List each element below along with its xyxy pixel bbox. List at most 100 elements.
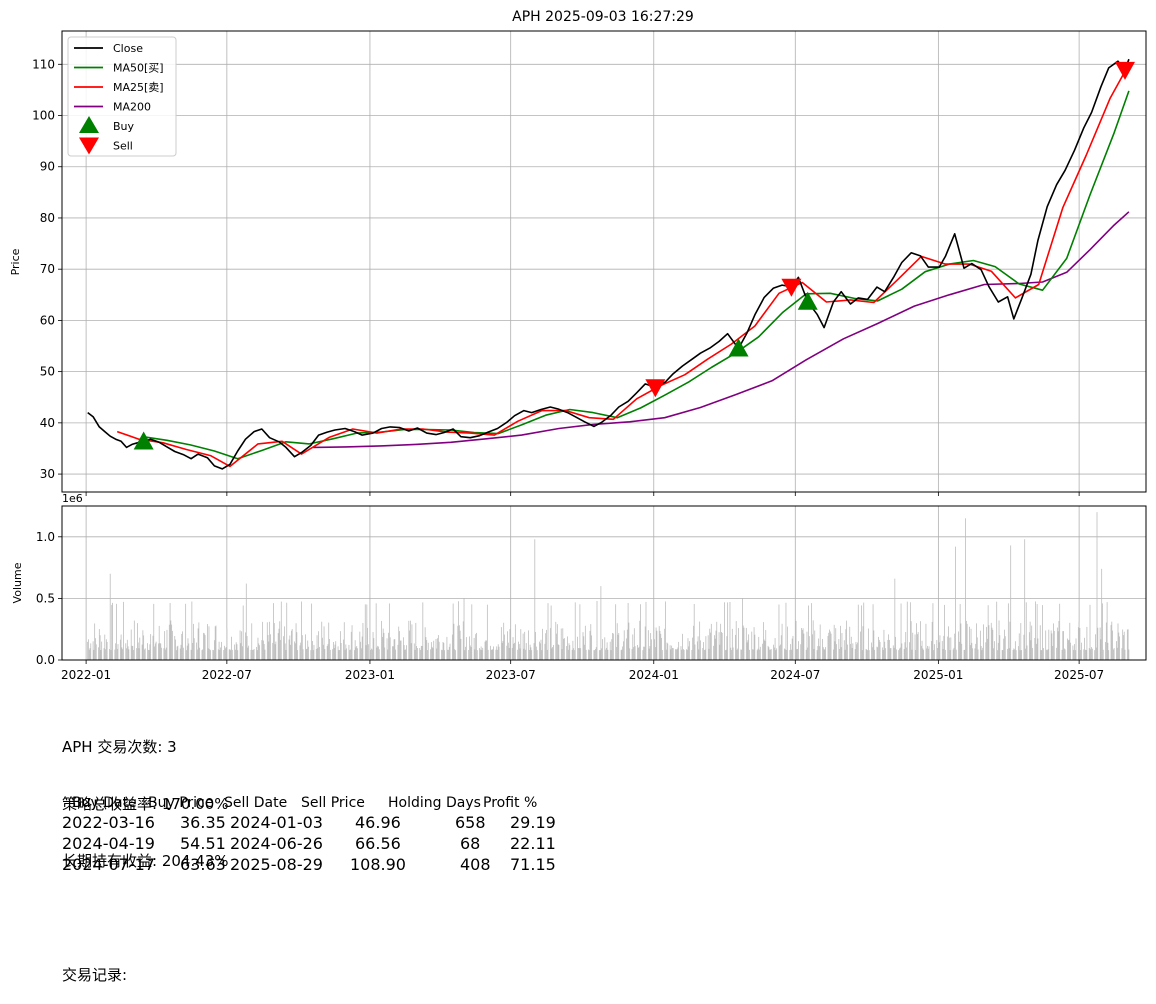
volume-bar (188, 643, 190, 660)
volume-bar (834, 641, 836, 660)
volume-bar (490, 645, 491, 660)
volume-bar (239, 630, 241, 660)
volume-bar (605, 649, 606, 660)
volume-bar (687, 638, 689, 660)
volume-bar (969, 645, 971, 660)
volume-bar (288, 639, 290, 660)
volume-bar (923, 649, 925, 660)
volume-bar (269, 621, 271, 660)
volume-bar (133, 649, 134, 660)
volume-y-tick-label: 1.0 (36, 530, 55, 544)
volume-bar (759, 646, 761, 660)
volume-bar (656, 630, 658, 660)
volume-bar (1025, 602, 1027, 660)
volume-bar (693, 603, 695, 660)
volume-bar (1030, 640, 1032, 660)
volume-bar (1127, 629, 1129, 660)
volume-bar (1079, 628, 1081, 660)
volume-bar (845, 629, 847, 660)
volume-bar (580, 648, 582, 660)
volume-bar (268, 641, 270, 660)
volume-bar (672, 647, 673, 660)
volume-bar (938, 642, 940, 660)
volume-bar (122, 649, 124, 660)
volume-bar (654, 639, 655, 660)
volume-bar (987, 605, 989, 660)
volume-bar (997, 650, 998, 660)
volume-bar (469, 636, 470, 660)
volume-bar (258, 643, 260, 660)
volume-bar (645, 601, 647, 660)
volume-bar (433, 640, 435, 660)
volume-bar (965, 620, 967, 660)
volume-bar (1091, 647, 1092, 660)
volume-bar (669, 645, 671, 660)
volume-bar (691, 649, 693, 660)
volume-bar (535, 632, 536, 660)
volume-bar (681, 649, 683, 660)
legend-buy-swatch (79, 116, 99, 133)
volume-bar (1080, 649, 1082, 660)
volume-bar (637, 644, 638, 660)
volume-bar (626, 629, 628, 660)
volume-bar (855, 641, 857, 660)
volume-bar (605, 647, 607, 660)
volume-bar (615, 604, 617, 660)
volume-bar (310, 650, 312, 660)
col-sell-date: Sell Date (224, 795, 288, 811)
volume-bar (514, 624, 516, 660)
volume-bar (1081, 642, 1082, 660)
cell-buy-price: 36.35 (180, 813, 226, 832)
volume-bar (201, 650, 203, 660)
volume-bar (451, 634, 453, 660)
volume-bar (311, 603, 313, 660)
volume-bar (536, 650, 538, 660)
volume-bar (154, 646, 155, 660)
volume-bar (780, 644, 781, 660)
volume-bar (523, 648, 525, 660)
volume-bar (560, 628, 562, 660)
volume-bar (574, 602, 576, 660)
volume-bar (797, 648, 799, 660)
volume-bar (230, 650, 232, 660)
volume-bar (931, 621, 933, 660)
volume-bar (655, 627, 657, 660)
volume-bar (356, 646, 358, 660)
volume-bar (277, 633, 279, 660)
volume-bar (709, 628, 711, 660)
volume-bar (732, 647, 734, 660)
volume-bar (784, 648, 785, 660)
volume-bar (367, 627, 369, 660)
volume-bar (1088, 648, 1090, 660)
volume-bar (620, 650, 622, 660)
volume-bar (1101, 568, 1103, 660)
volume-bar (682, 633, 683, 660)
volume-bar (150, 634, 152, 660)
volume-bar (416, 648, 418, 660)
volume-bar (267, 635, 269, 660)
volume-bar (903, 649, 905, 660)
volume-bar (165, 649, 166, 660)
volume-bar (378, 646, 379, 660)
volume-bar (1062, 631, 1064, 660)
x-tick-label: 2025-07 (1054, 668, 1104, 682)
volume-bar (208, 626, 210, 660)
volume-bar (1105, 642, 1106, 660)
volume-bar (873, 630, 875, 660)
volume-bar (677, 647, 679, 660)
volume-bar (1116, 641, 1117, 660)
volume-bar (737, 648, 739, 660)
volume-bar (643, 646, 645, 660)
volume-bar (463, 598, 465, 660)
volume-bar (388, 603, 390, 660)
volume-bar (215, 625, 217, 660)
volume-bar (405, 649, 407, 660)
legend: Close MA50[买] MA25[卖] MA200 Buy Sell (67, 36, 177, 157)
volume-bar (895, 649, 897, 660)
volume-bar (926, 648, 928, 660)
volume-bar (290, 644, 292, 660)
volume-bar (476, 650, 478, 660)
volume-bar (649, 646, 651, 660)
volume-bar (1121, 648, 1123, 660)
volume-bar (773, 647, 775, 660)
